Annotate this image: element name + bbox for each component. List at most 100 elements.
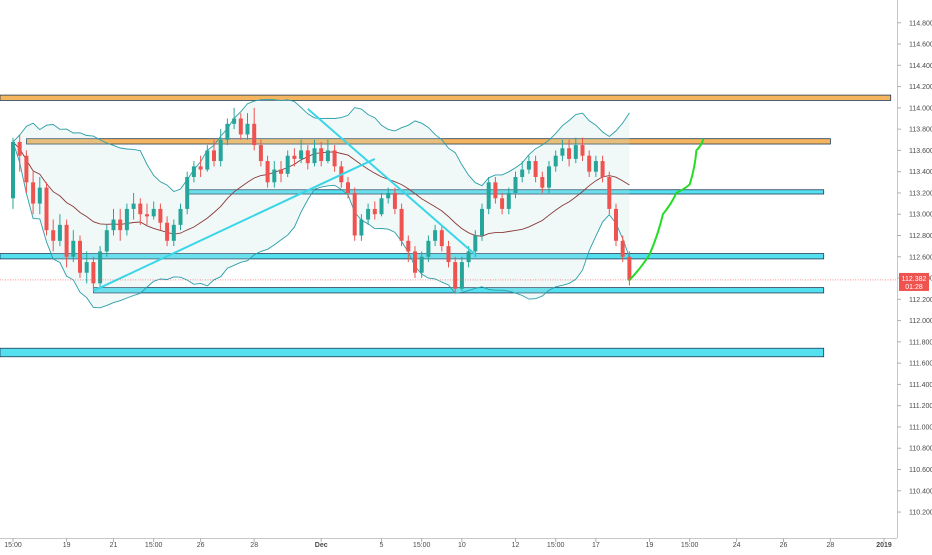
candle-body	[305, 150, 310, 164]
candle-body	[540, 176, 545, 188]
candle-body	[138, 203, 143, 215]
candle-body	[319, 148, 324, 162]
drawing-layer	[92, 108, 705, 292]
candle-body	[111, 219, 116, 231]
candle-body	[379, 198, 384, 215]
time-tick-label: 2019	[876, 542, 892, 549]
candle-body	[91, 262, 96, 284]
price-tick-label: 111.800	[909, 339, 932, 346]
time-tick-label: 28	[250, 542, 258, 549]
candle-body	[446, 246, 451, 263]
price-tick-label: 110.400	[909, 488, 932, 495]
candle-body	[607, 176, 612, 209]
candle-body	[151, 208, 156, 217]
candle-body	[406, 240, 411, 252]
price-tick-label: 111.400	[909, 382, 932, 389]
candle-body	[459, 262, 464, 289]
time-tick-label: 17	[592, 542, 600, 549]
projection-path	[628, 138, 705, 282]
descending-trend-line	[307, 108, 476, 256]
candle-body	[124, 208, 129, 231]
candle-body	[212, 150, 216, 162]
candle-body	[600, 161, 605, 177]
candle-body	[185, 176, 190, 209]
candle-body	[272, 169, 277, 183]
time-tick-label: 5	[380, 542, 384, 549]
candle-body	[17, 141, 22, 156]
price-tick-label: 110.600	[909, 467, 932, 474]
lower-band-line	[12, 141, 630, 309]
last-price-value: 112.382	[902, 276, 927, 283]
time-tick-label: 21	[110, 542, 118, 549]
candle-body	[500, 198, 505, 209]
candle-body	[145, 214, 149, 217]
price-tick-label: 114.800	[909, 20, 932, 27]
candle-body	[51, 230, 56, 241]
bollinger-bands	[12, 99, 630, 309]
time-tick-label: Dec	[315, 542, 328, 549]
candle-body	[245, 123, 250, 135]
price-tick-label: 113.000	[909, 212, 932, 219]
candle-body	[171, 224, 176, 241]
candle-body	[218, 139, 223, 162]
time-tick-label: 15:00	[145, 542, 163, 549]
zone-resistance	[25, 138, 831, 145]
candle-body	[312, 148, 317, 164]
candle-body	[513, 176, 518, 193]
candle-body	[453, 262, 458, 289]
candle-body	[399, 208, 404, 241]
candle-body	[238, 118, 243, 135]
price-tick-label: 110.800	[909, 446, 932, 453]
candle-body	[98, 251, 103, 284]
candle-body	[366, 208, 371, 220]
time-tick-label: 15:00	[413, 542, 431, 549]
candle-body	[506, 192, 511, 209]
time-tick-label: 10	[458, 542, 466, 549]
candle-body	[439, 230, 444, 247]
candle-body	[486, 182, 491, 209]
candle-body	[426, 240, 431, 257]
price-tick-label: 114.200	[909, 84, 932, 91]
candle-body	[627, 256, 632, 281]
candle-body	[372, 208, 377, 215]
last-price-countdown: 01:28	[905, 284, 923, 291]
price-tick-label: 111.000	[909, 424, 932, 431]
price-tick-label: 114.000	[909, 105, 932, 112]
price-tick-label: 112.600	[909, 254, 932, 261]
candle-body	[84, 262, 89, 273]
price-axis: 114.800 114.600 114.400 114.200 114.000 113.8…	[897, 0, 932, 538]
candle-body	[473, 235, 478, 252]
candle-body	[11, 141, 15, 199]
candle-body	[258, 145, 263, 162]
price-tick-label: 111.600	[909, 361, 932, 368]
candle-body	[587, 155, 592, 172]
candle-body	[346, 182, 350, 193]
candle-body	[553, 155, 558, 167]
time-tick-label: 19	[646, 542, 654, 549]
price-tick-label: 114.400	[909, 63, 932, 70]
candle-body	[71, 240, 76, 257]
price-tick-label: 111.200	[909, 403, 932, 410]
candle-body	[64, 224, 69, 257]
candle-body	[178, 208, 183, 225]
time-axis: 15:00 19 21 15:00 26 28 Dec 5 15:00 10 12 15:00 17 19…	[0, 538, 897, 549]
price-tick-label: 114.600	[909, 42, 932, 49]
price-tick-label: 113.600	[909, 148, 932, 155]
last-price-badge	[899, 272, 929, 291]
candle-body	[57, 224, 62, 241]
candle-body	[37, 187, 42, 204]
upper-band-line	[12, 99, 630, 193]
time-tick-label: 28	[827, 542, 835, 549]
candle-body	[325, 150, 330, 162]
candle-body	[285, 155, 290, 174]
price-tick-label: 113.200	[909, 190, 932, 197]
candle-body	[198, 166, 203, 170]
time-tick-label: 26	[197, 542, 205, 549]
candle-body	[225, 123, 230, 140]
zone-support-deep	[0, 347, 825, 358]
candle-body	[252, 123, 257, 146]
candle-body	[299, 150, 304, 159]
